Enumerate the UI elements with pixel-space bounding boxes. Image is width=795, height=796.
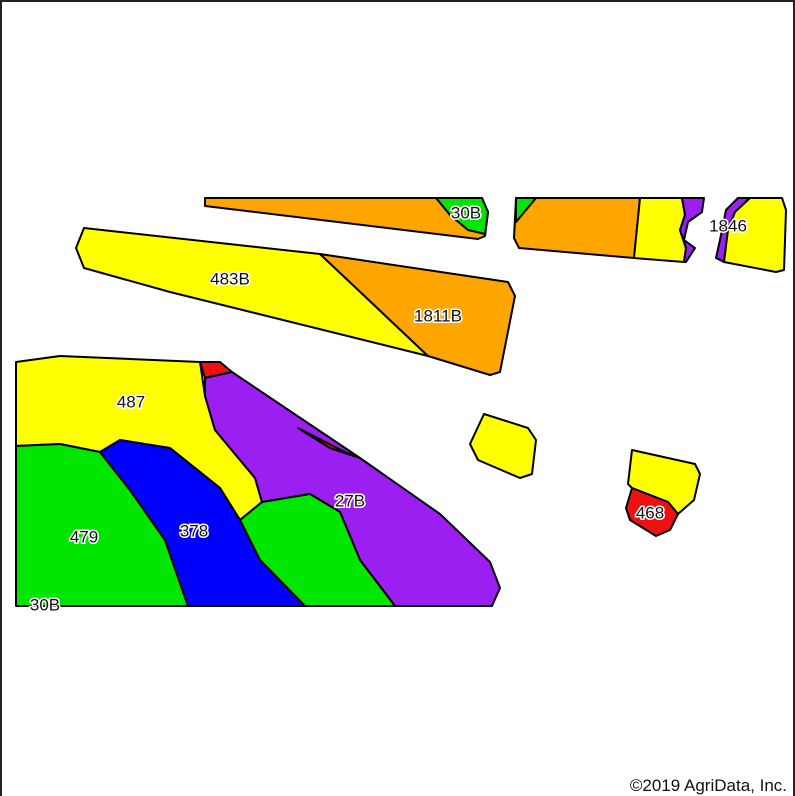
label-483b: 483B bbox=[210, 269, 250, 288]
copyright-notice: ©2019 AgriData, Inc. bbox=[629, 776, 787, 795]
soil-polygon-30b-top bbox=[435, 197, 489, 235]
soil-polygon-468-red bbox=[625, 487, 679, 537]
soil-polygon-1811b bbox=[319, 253, 516, 376]
soil-polygon-1846-yellow bbox=[723, 197, 787, 273]
soil-polygon-green-right bbox=[239, 493, 396, 607]
label-479: 479 bbox=[70, 527, 98, 546]
label-487: 487 bbox=[117, 392, 145, 411]
soil-polygon-orange-mid bbox=[513, 197, 641, 259]
label-30b-top: 30B bbox=[451, 203, 481, 222]
soil-polygon-green-sliver bbox=[515, 197, 537, 223]
label-378: 378 bbox=[180, 521, 208, 540]
soil-polygon-red-sliver-mid bbox=[297, 427, 361, 459]
soil-polygon-yellow-isolated bbox=[469, 413, 537, 479]
label-1846: 1846 bbox=[709, 216, 747, 235]
label-27b: 27B bbox=[335, 491, 365, 510]
soil-polygon-yellow-mid bbox=[633, 197, 687, 263]
label-468: 468 bbox=[636, 503, 664, 522]
label-30b-bottom: 30B bbox=[30, 595, 60, 614]
label-1811b: 1811B bbox=[414, 306, 462, 325]
soil-polygon-purple-mid bbox=[679, 197, 705, 263]
